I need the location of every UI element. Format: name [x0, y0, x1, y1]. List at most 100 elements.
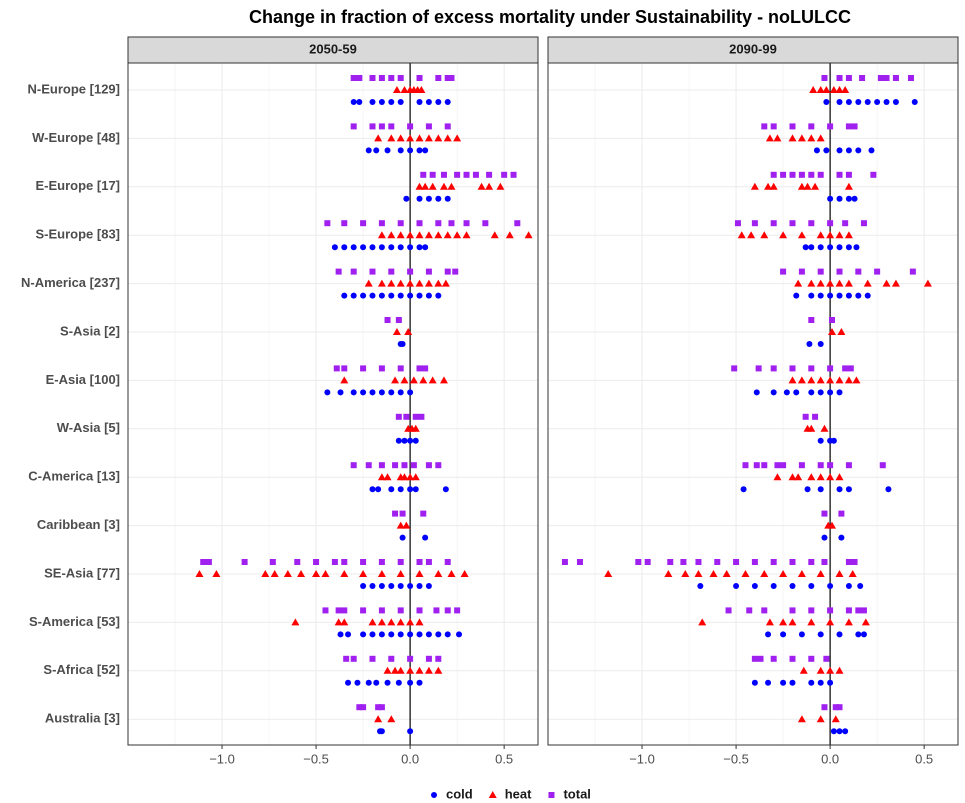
- point: [680, 559, 687, 565]
- point: [808, 365, 815, 372]
- point: [205, 559, 212, 565]
- point: [444, 607, 451, 614]
- point: [836, 389, 843, 396]
- point: [836, 486, 843, 493]
- point: [808, 244, 815, 251]
- point: [798, 631, 805, 638]
- point: [406, 618, 415, 626]
- point: [472, 171, 479, 178]
- point: [821, 559, 828, 565]
- point: [863, 279, 872, 287]
- y-tick-label: W-Asia [5]: [57, 420, 120, 435]
- point: [377, 570, 386, 577]
- point: [496, 182, 505, 190]
- point: [835, 231, 844, 239]
- point: [644, 559, 651, 565]
- point: [845, 99, 852, 105]
- point: [378, 559, 385, 565]
- point: [761, 462, 768, 469]
- point: [425, 292, 432, 299]
- point: [373, 147, 380, 154]
- point: [324, 220, 331, 227]
- point: [780, 679, 787, 686]
- point: [345, 679, 352, 686]
- point: [411, 473, 420, 481]
- point: [392, 328, 401, 335]
- point: [360, 292, 367, 299]
- point: [442, 486, 449, 493]
- point: [845, 244, 852, 251]
- point: [826, 618, 835, 626]
- point: [808, 220, 815, 227]
- point: [817, 292, 824, 299]
- point: [343, 655, 350, 662]
- point: [826, 279, 835, 287]
- y-tick-label: N-Europe [129]: [28, 81, 120, 96]
- point: [835, 473, 844, 481]
- point: [415, 231, 424, 239]
- point: [789, 220, 796, 227]
- point: [847, 365, 854, 372]
- point: [444, 123, 451, 130]
- point: [395, 317, 402, 323]
- point: [378, 389, 385, 396]
- point: [412, 486, 419, 493]
- point: [369, 389, 376, 396]
- point: [842, 728, 849, 735]
- point: [836, 268, 843, 275]
- point: [435, 292, 442, 299]
- x-tick-label: −0.5: [723, 751, 749, 766]
- point: [384, 147, 391, 154]
- point: [822, 86, 831, 93]
- point: [802, 413, 809, 420]
- point: [444, 99, 451, 105]
- point: [827, 389, 834, 396]
- point: [826, 231, 835, 239]
- point: [765, 679, 772, 686]
- point: [845, 583, 852, 589]
- strip: [127, 36, 539, 64]
- point: [434, 666, 443, 674]
- point: [747, 231, 756, 239]
- point: [350, 268, 357, 275]
- point: [407, 292, 414, 299]
- point: [836, 292, 843, 299]
- point: [377, 279, 386, 287]
- point: [490, 231, 499, 239]
- point: [861, 618, 870, 626]
- point: [882, 279, 891, 287]
- point: [788, 473, 797, 481]
- point: [341, 559, 348, 565]
- point: [482, 220, 489, 227]
- point: [212, 570, 221, 577]
- point: [434, 570, 443, 577]
- point: [384, 317, 391, 323]
- point: [874, 99, 881, 105]
- x-tick-label: 0.5: [915, 751, 933, 766]
- point: [378, 631, 385, 638]
- point: [402, 521, 411, 529]
- point: [697, 583, 704, 589]
- point: [836, 99, 843, 105]
- point: [808, 607, 815, 614]
- point: [797, 134, 806, 142]
- point: [770, 220, 777, 227]
- point: [415, 134, 424, 142]
- point: [453, 231, 462, 239]
- point: [415, 182, 424, 190]
- point: [425, 99, 432, 105]
- point: [779, 231, 788, 239]
- point: [195, 570, 204, 577]
- point: [378, 75, 385, 81]
- point: [407, 728, 414, 735]
- point: [391, 666, 400, 674]
- point: [435, 462, 442, 469]
- point: [751, 679, 758, 686]
- point: [356, 704, 363, 711]
- point: [335, 607, 342, 614]
- point: [400, 86, 409, 93]
- point: [401, 437, 408, 444]
- point: [395, 679, 402, 686]
- point: [396, 231, 405, 239]
- point: [827, 195, 834, 202]
